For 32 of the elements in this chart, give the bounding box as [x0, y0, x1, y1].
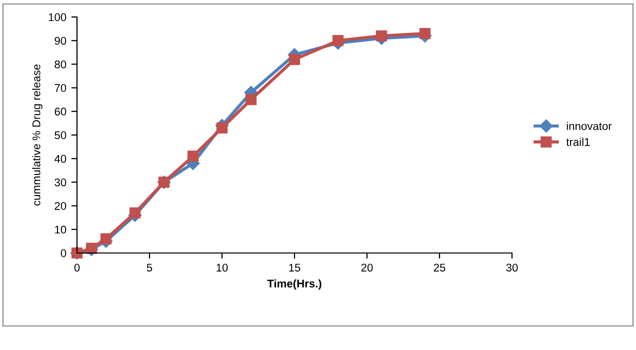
y-tick-label: 80 [54, 60, 66, 68]
x-tick-label: 30 [506, 264, 518, 272]
point [86, 242, 98, 254]
y-tick-label: 70 [54, 84, 66, 92]
point [376, 30, 388, 42]
x-tick-label: 15 [289, 264, 300, 272]
point [288, 54, 300, 66]
point [100, 233, 112, 244]
point [245, 94, 257, 106]
point [332, 35, 344, 46]
point [419, 28, 431, 40]
x-axis-title: Time(Hrs.) [267, 279, 322, 290]
x-tick-label: 5 [146, 264, 152, 272]
y-axis-title: cummulative % Drug release [32, 64, 42, 206]
x-tick-label: 0 [74, 264, 80, 272]
point [216, 122, 228, 134]
y-tick-label: 50 [54, 131, 66, 140]
point [187, 150, 199, 162]
y-tick-label: 20 [54, 202, 66, 210]
y-tick-label: 40 [54, 154, 66, 163]
y-tick-label: 0 [60, 249, 66, 258]
legend-label: innovator [566, 122, 612, 130]
y-tick-label: 100 [48, 13, 66, 22]
point [129, 207, 141, 218]
x-tick-label: 20 [361, 264, 373, 272]
x-tick-label: 25 [434, 264, 446, 272]
legend-label: trail1 [566, 138, 590, 146]
x-tick-label: 10 [216, 264, 228, 272]
y-tick-label: 30 [54, 178, 66, 186]
y-tick-label: 90 [54, 36, 66, 45]
y-tick-label: 10 [55, 226, 66, 234]
y-tick-label: 60 [54, 108, 66, 116]
